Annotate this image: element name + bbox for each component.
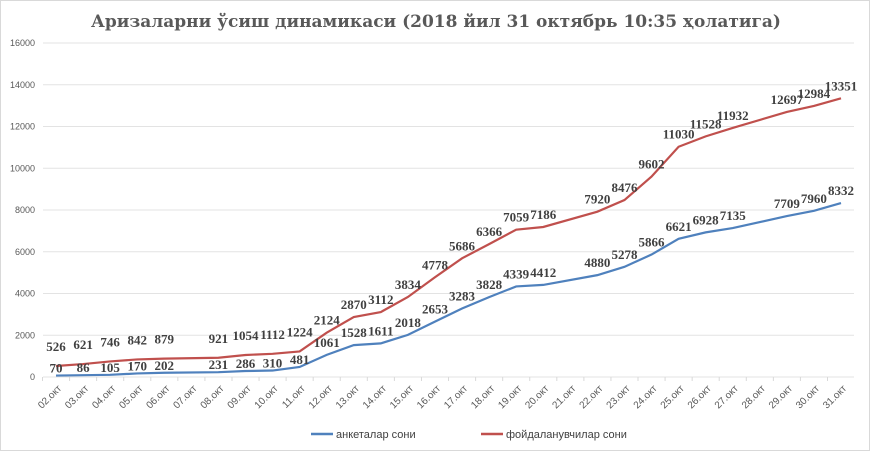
x-tick-label: 30.окт xyxy=(794,383,822,411)
data-label: 7960 xyxy=(801,191,827,206)
x-tick-label: 27.окт xyxy=(713,383,741,411)
x-tick-label: 23.окт xyxy=(605,383,633,411)
data-label: 1061 xyxy=(314,335,340,350)
data-label: 2653 xyxy=(422,302,449,317)
data-label: 7709 xyxy=(774,196,801,211)
data-label: 3828 xyxy=(476,277,503,292)
x-tick-label: 07.окт xyxy=(172,383,200,411)
y-tick-label: 16000 xyxy=(10,38,35,48)
x-tick-label: 24.окт xyxy=(632,383,660,411)
x-tick-label: 17.окт xyxy=(442,383,470,411)
data-label: 170 xyxy=(127,358,147,373)
chart-title: Аризаларни ўсиш динамикаси (2018 йил 31 … xyxy=(91,12,781,32)
y-tick-label: 0 xyxy=(30,372,35,382)
data-label: 526 xyxy=(46,339,66,354)
data-label: 621 xyxy=(73,337,93,352)
x-tick-label: 05.окт xyxy=(117,383,145,411)
x-tick-label: 29.окт xyxy=(767,383,795,411)
data-label: 12697 xyxy=(771,92,804,107)
data-label: 4778 xyxy=(422,257,449,272)
data-label: 7059 xyxy=(503,210,530,225)
data-label: 3283 xyxy=(449,288,476,303)
data-label: 1611 xyxy=(368,323,393,338)
x-tick-label: 20.окт xyxy=(523,383,551,411)
x-tick-label: 11.окт xyxy=(280,383,308,411)
data-label: 11932 xyxy=(717,108,749,123)
data-label: 86 xyxy=(77,360,91,375)
legend-label: анкеталар сони xyxy=(336,429,416,441)
data-label: 6621 xyxy=(666,219,692,234)
legend-label: фойдаланувчилар сони xyxy=(506,429,627,441)
data-label: 481 xyxy=(290,352,310,367)
data-label: 310 xyxy=(263,356,283,371)
data-label: 3834 xyxy=(395,277,422,292)
data-label: 7186 xyxy=(530,207,557,222)
x-tick-label: 16.окт xyxy=(415,383,443,411)
data-label: 2018 xyxy=(395,315,422,330)
x-tick-label: 14.окт xyxy=(361,383,389,411)
x-tick-label: 22.окт xyxy=(578,383,606,411)
data-label: 6928 xyxy=(693,212,720,227)
x-tick-label: 19.окт xyxy=(496,383,524,411)
data-label: 5866 xyxy=(639,235,666,250)
data-label: 7135 xyxy=(720,208,747,223)
x-tick-label: 02.окт xyxy=(36,383,64,411)
data-label: 4412 xyxy=(530,265,556,280)
data-label: 1054 xyxy=(232,328,259,343)
data-label: 2870 xyxy=(341,297,367,312)
data-label: 2124 xyxy=(314,313,341,328)
y-tick-label: 4000 xyxy=(15,289,35,299)
data-label: 11528 xyxy=(690,116,722,131)
x-tick-label: 03.окт xyxy=(63,383,91,411)
y-tick-label: 8000 xyxy=(15,205,35,215)
y-tick-label: 6000 xyxy=(15,247,35,257)
x-tick-label: 08.окт xyxy=(199,383,227,411)
data-label: 13351 xyxy=(825,78,858,93)
data-label: 879 xyxy=(155,332,175,347)
data-label: 6366 xyxy=(476,224,503,239)
data-label: 1528 xyxy=(341,325,368,340)
x-tick-label: 21.окт xyxy=(550,383,578,411)
x-tick-label: 15.окт xyxy=(388,383,416,411)
y-tick-label: 12000 xyxy=(10,122,35,132)
data-label: 1224 xyxy=(287,324,314,339)
x-tick-label: 04.окт xyxy=(90,383,118,411)
data-label: 5278 xyxy=(611,247,638,262)
data-label: 105 xyxy=(100,360,120,375)
y-tick-label: 10000 xyxy=(10,163,35,173)
series-line-users xyxy=(55,97,842,368)
x-tick-label: 25.окт xyxy=(659,383,687,411)
x-tick-label: 31.окт xyxy=(821,383,849,411)
data-label: 4339 xyxy=(503,266,530,281)
data-label: 202 xyxy=(155,358,175,373)
data-label: 12984 xyxy=(798,86,831,101)
y-tick-label: 14000 xyxy=(10,80,35,90)
data-label: 4880 xyxy=(584,255,610,270)
x-tick-label: 06.окт xyxy=(144,383,172,411)
x-tick-label: 12.окт xyxy=(307,383,335,411)
data-label: 5686 xyxy=(449,238,476,253)
data-label: 9602 xyxy=(639,157,665,172)
data-label: 231 xyxy=(209,357,229,372)
data-label: 70 xyxy=(50,361,63,376)
x-tick-label: 13.окт xyxy=(334,383,362,411)
data-label: 8332 xyxy=(828,183,854,198)
data-label: 8476 xyxy=(611,180,638,195)
data-label: 842 xyxy=(127,332,147,347)
x-tick-label: 28.окт xyxy=(740,383,768,411)
x-tick-label: 10.окт xyxy=(253,383,281,411)
data-label: 921 xyxy=(209,331,229,346)
y-tick-label: 2000 xyxy=(15,330,35,340)
x-tick-label: 18.окт xyxy=(469,383,497,411)
data-label: 7920 xyxy=(584,192,610,207)
data-label: 286 xyxy=(236,356,256,371)
data-label: 3112 xyxy=(368,292,393,307)
data-label: 746 xyxy=(100,334,120,349)
data-label: 1112 xyxy=(260,327,285,342)
data-label: 11030 xyxy=(663,127,695,142)
x-tick-label: 09.окт xyxy=(226,383,254,411)
x-tick-label: 26.окт xyxy=(686,383,714,411)
